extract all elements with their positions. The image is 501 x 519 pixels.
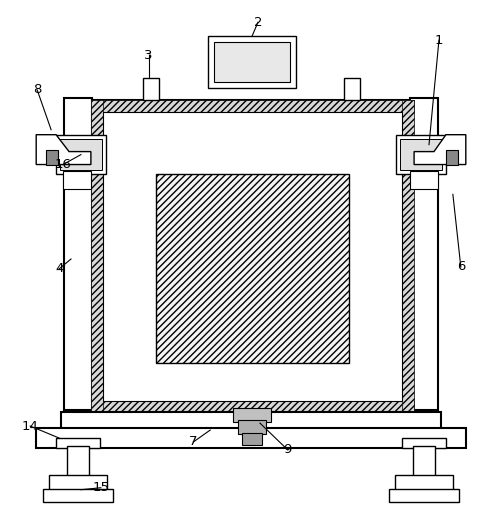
Bar [241, 433, 262, 445]
Bar [91, 100, 413, 112]
Text: 6: 6 [456, 261, 464, 274]
Bar [103, 112, 401, 401]
Bar [409, 171, 437, 189]
Text: 9: 9 [283, 443, 292, 456]
Text: 2: 2 [253, 16, 262, 29]
Bar [56, 438, 100, 448]
Bar [61, 412, 440, 430]
Bar [36, 428, 465, 448]
Bar [91, 401, 413, 413]
Bar [43, 489, 113, 502]
Polygon shape [413, 135, 465, 165]
Text: 16: 16 [55, 158, 71, 171]
Bar [56, 135, 106, 174]
Polygon shape [36, 135, 91, 165]
Bar [155, 174, 349, 363]
Bar [401, 100, 413, 413]
Bar [237, 420, 266, 434]
Text: 15: 15 [92, 481, 109, 494]
Text: 8: 8 [33, 84, 41, 97]
Bar [214, 42, 289, 82]
Bar [445, 149, 457, 165]
Bar [67, 446, 89, 476]
Text: 7: 7 [189, 435, 197, 448]
Bar [142, 78, 158, 100]
Bar [91, 100, 413, 413]
Bar [344, 78, 360, 100]
Bar [208, 36, 295, 88]
Bar [64, 98, 92, 410]
Bar [232, 408, 271, 422]
Bar [401, 438, 445, 448]
Text: 14: 14 [22, 419, 39, 432]
Text: 4: 4 [55, 263, 63, 276]
Bar [91, 100, 103, 413]
Text: 3: 3 [144, 49, 152, 62]
Bar [46, 149, 58, 165]
Bar [49, 475, 107, 490]
Bar [395, 135, 445, 174]
Bar [412, 446, 434, 476]
Bar [399, 139, 441, 171]
Bar [60, 139, 102, 171]
Bar [388, 489, 458, 502]
Bar [409, 98, 437, 410]
Bar [394, 475, 452, 490]
Bar [63, 171, 91, 189]
Text: 1: 1 [434, 34, 442, 47]
